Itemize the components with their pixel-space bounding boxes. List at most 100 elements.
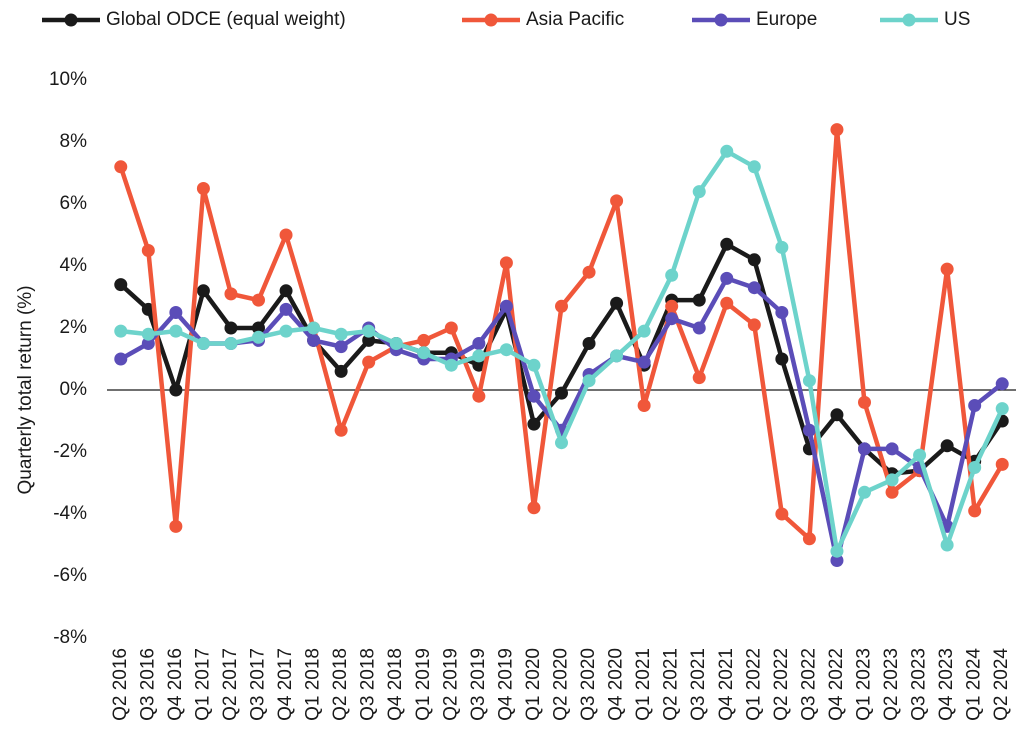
series-marker [830,544,844,558]
x-tick-label: Q1 2020 [523,648,544,721]
series-marker [995,402,1009,416]
series-marker [968,504,982,518]
series-marker [747,253,761,267]
series-marker [279,302,293,316]
series-marker [858,395,871,409]
series-marker [224,321,238,335]
legend-marker [714,13,728,27]
x-tick-label: Q4 2020 [606,648,627,721]
series-marker [169,383,183,397]
x-tick-label: Q4 2016 [165,648,186,721]
series-marker [279,228,293,242]
x-tick-label: Q2 2017 [220,648,241,721]
y-tick-label: 10% [49,69,87,90]
series-marker [141,302,155,316]
x-tick-label: Q1 2019 [413,648,434,721]
x-tick-label: Q1 2024 [964,648,985,721]
series-marker [527,389,541,403]
series-marker [252,330,265,344]
series-marker [830,408,844,422]
series-marker [279,284,293,298]
series-marker [913,448,927,462]
x-tick-label: Q4 2021 [716,648,737,721]
series-marker [885,473,899,487]
x-tick-label: Q1 2017 [192,648,213,721]
x-tick-label: Q4 2022 [826,648,847,721]
series-marker [582,337,596,350]
x-tick-label: Q3 2020 [578,648,599,721]
series-marker [885,442,899,456]
series-marker [224,287,238,301]
series-marker [307,333,321,347]
series-marker [775,507,789,521]
series-marker [747,318,761,332]
y-tick-label: 6% [60,193,88,214]
series-marker [527,501,541,515]
series-marker [114,160,128,174]
legend-marker [64,13,78,27]
series-marker [141,337,155,350]
series-marker [472,337,486,350]
series-marker [499,299,513,313]
series-marker [665,312,679,326]
series-marker [775,306,789,319]
series-marker [610,349,624,363]
x-tick-label: Q2 2016 [110,648,131,721]
series-marker [692,321,706,335]
series-marker [196,284,210,298]
series-marker [858,485,871,499]
series-marker [665,299,679,313]
y-tick-label: 4% [60,255,88,276]
series-marker [830,554,844,567]
legend-label: Global ODCE (equal weight) [106,9,346,30]
x-tick-label: Q2 2022 [771,648,792,721]
series-marker [555,386,568,400]
series-marker [196,337,210,350]
series-marker [527,417,541,431]
series-marker [499,343,513,357]
legend-label: Europe [756,9,817,30]
x-tick-label: Q2 2023 [881,648,902,721]
y-tick-label: -2% [53,441,87,462]
series-marker [527,358,541,372]
series-marker [169,306,183,319]
series-marker [720,296,734,310]
series-marker [555,299,568,313]
series-marker [224,337,238,350]
series-marker [692,185,706,199]
series-marker [141,327,155,341]
x-tick-label: Q1 2022 [743,648,764,721]
series-marker [334,327,348,341]
y-tick-label: 2% [60,317,88,338]
series-marker [775,352,789,366]
series-marker [555,436,568,450]
series-marker [940,262,954,276]
x-tick-label: Q3 2017 [248,648,269,721]
x-tick-label: Q1 2023 [854,648,875,721]
x-tick-label: Q3 2018 [358,648,379,721]
y-tick-label: 8% [60,131,88,152]
series-marker [499,256,513,270]
x-tick-label: Q3 2023 [909,648,930,721]
series-marker [610,296,624,310]
y-axis-label: Quarterly total return (%) [15,285,36,494]
x-tick-label: Q3 2022 [798,648,819,721]
x-tick-label: Q4 2017 [275,648,296,721]
x-tick-label: Q3 2021 [688,648,709,721]
series-marker [720,237,734,251]
series-marker [472,358,486,372]
x-tick-label: Q1 2021 [633,648,654,721]
x-tick-label: Q2 2019 [440,648,461,721]
x-tick-label: Q4 2019 [495,648,516,721]
series-marker [334,340,348,354]
series-marker [362,355,376,369]
series-marker [637,324,651,338]
series-marker [802,423,816,437]
series-marker [802,374,816,388]
x-tick-label: Q2 2021 [661,648,682,721]
series-marker [802,532,816,546]
series-marker [692,293,706,307]
series-marker [141,244,155,257]
legend-marker [902,13,916,27]
